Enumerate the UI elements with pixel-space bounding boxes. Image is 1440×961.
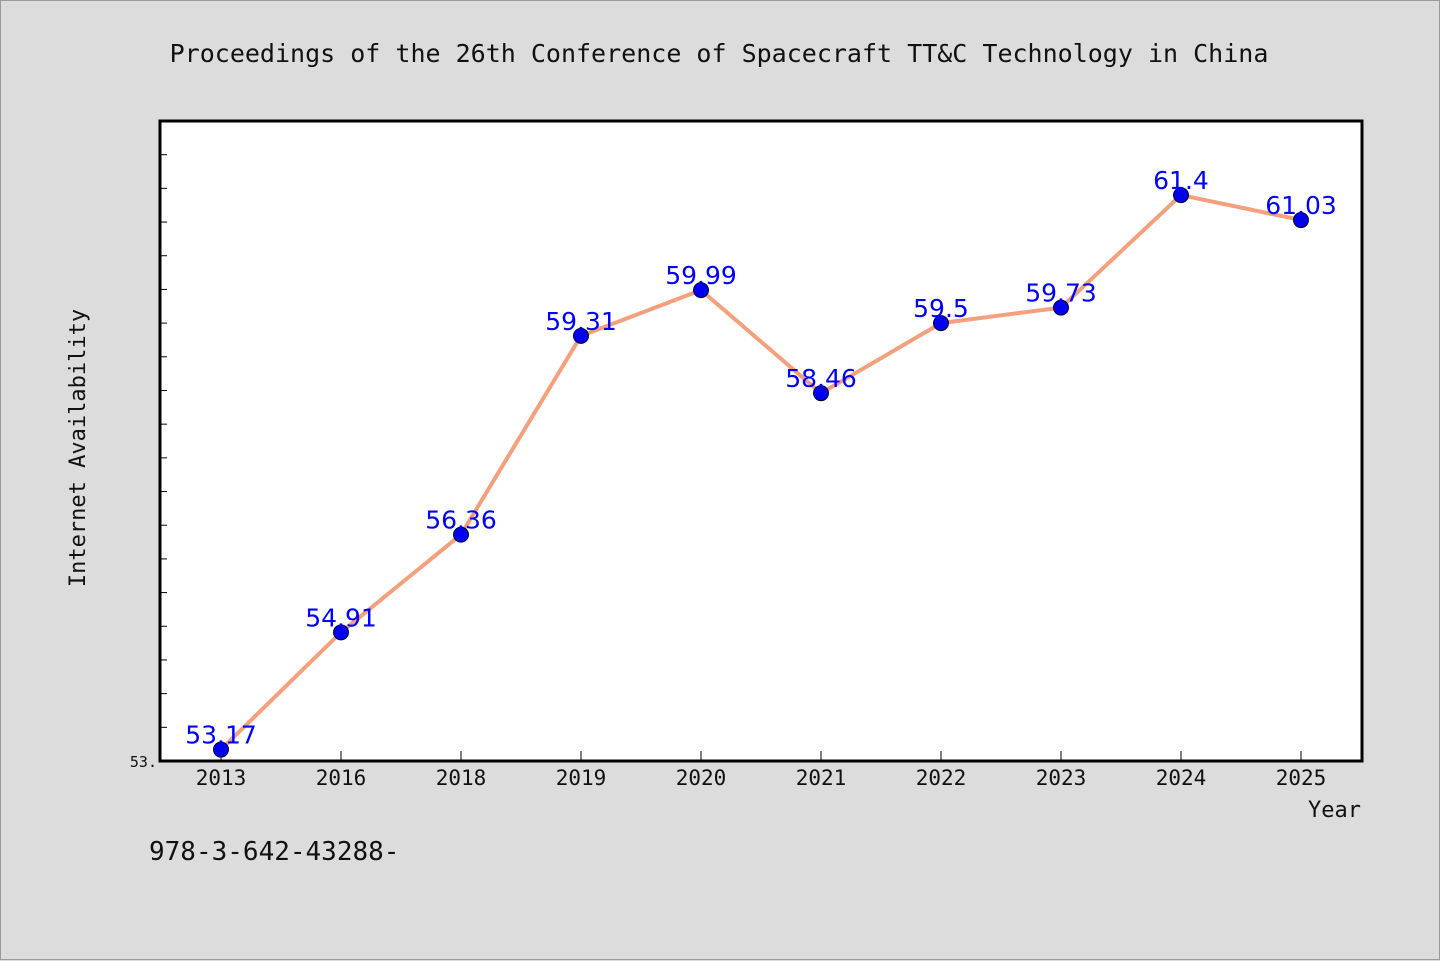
x-tick-label: 2023 — [1036, 766, 1087, 790]
data-point — [213, 741, 229, 758]
data-point — [333, 624, 349, 641]
x-axis-label: Year — [1308, 798, 1361, 823]
x-axis-tick-labels: 2013 2016 2018 2019 2020 2021 2022 2023 2024 2025 — [196, 766, 1327, 790]
x-tick-label: 2025 — [1276, 766, 1327, 790]
data-label: 59.99 — [665, 261, 737, 290]
y-tick-label: 53. — [130, 753, 157, 771]
data-point — [1293, 212, 1309, 229]
data-label: 59.5 — [913, 294, 969, 323]
chart-title: Proceedings of the 26th Conference of Sp… — [170, 39, 1269, 68]
x-axis-ticks — [220, 751, 1302, 761]
x-tick-label: 2018 — [436, 766, 487, 790]
x-tick-label: 2024 — [1156, 766, 1207, 790]
x-tick-label: 2016 — [316, 766, 367, 790]
x-tick-label: 2021 — [796, 766, 847, 790]
data-label: 61.4 — [1153, 166, 1209, 195]
data-label: 58.46 — [785, 364, 857, 393]
series-line — [219, 193, 1303, 752]
data-point — [453, 526, 469, 543]
data-label: 61.03 — [1265, 191, 1337, 220]
data-label: 56.36 — [425, 506, 497, 535]
data-labels: 53.17 54.91 56.36 59.31 59.99 58.46 59.5 59.73 6… — [185, 166, 1337, 749]
data-label: 53.17 — [185, 721, 257, 750]
x-tick-label: 2013 — [196, 766, 247, 790]
data-label: 59.31 — [545, 307, 617, 336]
x-tick-label: 2020 — [676, 766, 727, 790]
data-label: 54.91 — [305, 603, 377, 632]
data-label: 59.73 — [1025, 279, 1097, 308]
data-point — [1173, 187, 1189, 204]
series-markers — [213, 187, 1309, 758]
data-point — [693, 282, 709, 299]
y-axis-ticks — [160, 120, 167, 762]
data-point — [813, 385, 829, 402]
x-tick-label: 2022 — [916, 766, 967, 790]
data-point — [573, 327, 589, 344]
y-axis-label: Internet Availability — [66, 309, 91, 587]
plot-area — [158, 119, 1364, 763]
isbn-text: 978-3-642-43288- — [149, 837, 400, 867]
x-tick-label: 2019 — [556, 766, 607, 790]
data-point — [933, 315, 949, 332]
data-point — [1053, 299, 1069, 316]
